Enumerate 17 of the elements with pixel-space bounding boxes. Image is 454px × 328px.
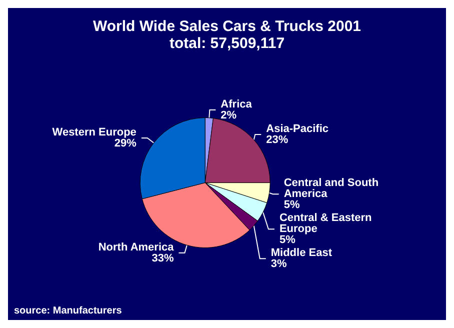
slice-label: Western Europe (52, 126, 136, 138)
data-label: 3% (270, 258, 287, 270)
slice-label: Africa (220, 98, 253, 110)
slice-label: Central & Eastern Europe (279, 212, 375, 236)
slice-label: Middle East (270, 247, 332, 260)
data-label: 2% (220, 109, 237, 122)
slice-label: Asia-Pacific (266, 122, 329, 135)
source-note: source: Manufacturers (14, 306, 122, 316)
data-label: 29% (114, 137, 137, 150)
chart-title: World Wide Sales Cars & Trucks 2001 (92, 18, 362, 35)
data-label: 5% (284, 199, 300, 212)
data-label: 5% (279, 234, 296, 246)
data-label: 33% (152, 252, 174, 264)
data-label: 23% (266, 134, 288, 146)
slice-label: Central and South America (284, 177, 382, 200)
slice-label: North America (98, 241, 175, 254)
chart-subtitle: total: 57,509,117 (169, 35, 285, 52)
